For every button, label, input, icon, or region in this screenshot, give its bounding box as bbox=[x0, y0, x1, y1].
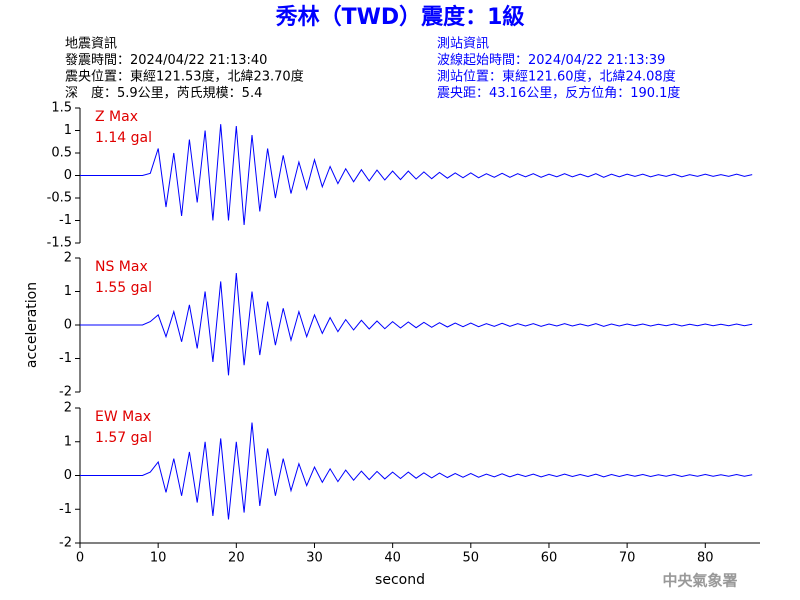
max-label: NS Max bbox=[95, 259, 148, 275]
x-tick-label: 70 bbox=[619, 551, 636, 566]
x-tick-label: 80 bbox=[697, 551, 714, 566]
y-tick-label: 0 bbox=[64, 168, 72, 183]
footer: 中央氣象署 bbox=[662, 572, 737, 590]
y-tick-label: 1.5 bbox=[51, 101, 72, 116]
y-tick-label: 2 bbox=[64, 401, 72, 416]
max-value: 1.57 gal bbox=[95, 430, 152, 446]
y-tick-label: -1 bbox=[59, 351, 72, 366]
y-tick-label: 1 bbox=[64, 434, 72, 449]
earthquake-info: 震央位置：東經121.53度，北緯23.70度 bbox=[65, 69, 304, 85]
title: 秀林（TWD）震度：1級 bbox=[275, 4, 525, 30]
station-info: 測站資訊 bbox=[437, 37, 489, 52]
waveform bbox=[80, 273, 753, 376]
max-label: EW Max bbox=[95, 409, 151, 425]
earthquake-info: 地震資訊 bbox=[65, 37, 117, 52]
y-tick-label: -1 bbox=[59, 502, 72, 517]
waveform bbox=[80, 422, 753, 520]
station-info: 震央距：43.16公里，反方位角：190.1度 bbox=[437, 85, 680, 101]
max-value: 1.55 gal bbox=[95, 280, 152, 296]
y-tick-label: -0.5 bbox=[47, 191, 72, 206]
x-tick-label: 50 bbox=[463, 551, 480, 566]
max-label: Z Max bbox=[95, 109, 138, 125]
y-tick-label: 1 bbox=[64, 123, 72, 138]
earthquake-info: 發震時間：2024/04/22 21:13:40 bbox=[65, 53, 267, 68]
x-tick-label: 60 bbox=[541, 551, 558, 566]
y-tick-label: 0 bbox=[64, 468, 72, 483]
x-tick-label: 30 bbox=[306, 551, 323, 566]
y-tick-label: 2 bbox=[64, 251, 72, 266]
y-axis-label: acceleration bbox=[24, 282, 40, 368]
station-info: 波線起始時間：2024/04/22 21:13:39 bbox=[437, 52, 665, 68]
x-axis-label: second bbox=[375, 572, 425, 588]
max-value: 1.14 gal bbox=[95, 130, 152, 146]
x-tick-label: 0 bbox=[76, 551, 84, 566]
waveform bbox=[80, 124, 753, 226]
x-tick-label: 10 bbox=[150, 551, 167, 566]
x-tick-label: 20 bbox=[228, 551, 245, 566]
station-info: 測站位置：東經121.60度，北緯24.08度 bbox=[437, 69, 676, 85]
y-tick-label: 0 bbox=[64, 318, 72, 333]
y-tick-label: -1.5 bbox=[47, 236, 72, 251]
x-tick-label: 40 bbox=[384, 551, 401, 566]
y-tick-label: 0.5 bbox=[51, 146, 72, 161]
y-tick-label: -1 bbox=[59, 213, 72, 228]
y-tick-label: 1 bbox=[64, 284, 72, 299]
earthquake-info: 深 度：5.9公里，芮氏規模：5.4 bbox=[65, 85, 262, 101]
y-tick-label: -2 bbox=[59, 536, 72, 551]
y-tick-label: -2 bbox=[59, 385, 72, 400]
